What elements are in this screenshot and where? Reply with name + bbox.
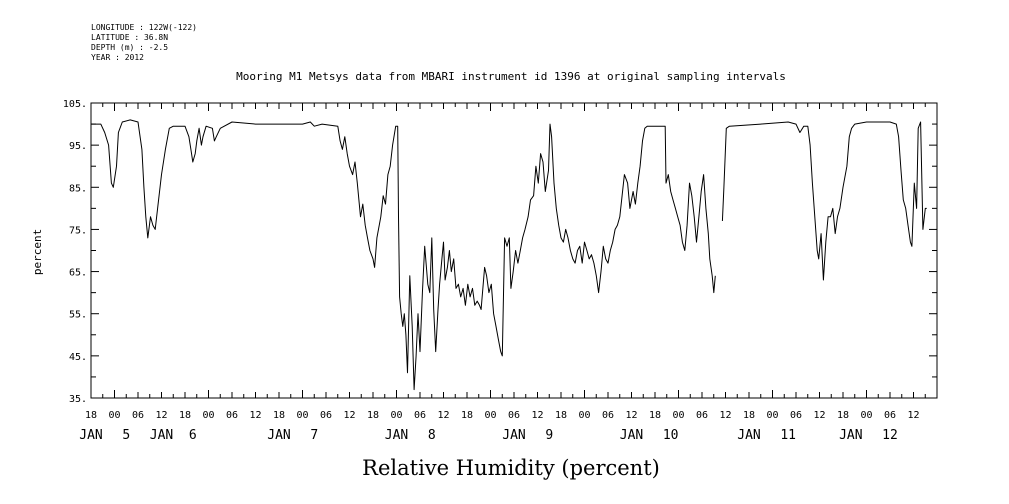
x-day-label: 6 [189, 428, 197, 443]
x-hour-label: 18 [649, 410, 661, 421]
meta-depth: DEPTH (m) : -2.5 [91, 43, 168, 52]
x-hour-label: 00 [766, 410, 778, 421]
y-tick-label: 65. [69, 268, 87, 279]
humidity-series-line [91, 119, 716, 391]
x-day-label: 12 [882, 428, 898, 443]
x-axis-label: Relative Humidity (percent) [362, 456, 660, 480]
x-hour-label: 00 [202, 410, 214, 421]
x-hour-label: 18 [555, 410, 567, 421]
humidity-series-line [721, 121, 927, 281]
x-day-label: 5 [122, 428, 130, 443]
x-hour-label: 00 [296, 410, 308, 421]
x-hour-label: 12 [249, 410, 261, 421]
x-day-label: JAN [150, 428, 173, 443]
x-hour-label: 00 [578, 410, 590, 421]
x-hour-label: 00 [860, 410, 872, 421]
x-day-label: 10 [663, 428, 679, 443]
x-hour-label: 00 [390, 410, 402, 421]
x-day-label: JAN [839, 428, 862, 443]
header-metadata: LONGITUDE : 122W(-122) LATITUDE : 36.8N … [91, 23, 197, 62]
x-hour-label: 12 [625, 410, 637, 421]
x-hour-label: 12 [907, 410, 919, 421]
x-hour-label: 18 [179, 410, 191, 421]
x-day-label: 9 [545, 428, 553, 443]
meta-year: YEAR : 2012 [91, 53, 144, 62]
x-day-label: JAN [737, 428, 760, 443]
x-hour-label: 06 [602, 410, 614, 421]
meta-longitude: LONGITUDE : 122W(-122) [91, 23, 197, 32]
x-hour-label: 00 [672, 410, 684, 421]
y-tick-label: 55. [69, 310, 87, 321]
y-tick-label: 85. [69, 183, 87, 194]
y-axis-label: percent [31, 229, 44, 275]
x-hour-label: 18 [837, 410, 849, 421]
y-tick-label: 75. [69, 225, 87, 236]
x-day-label: JAN [620, 428, 643, 443]
x-day-label: 8 [428, 428, 436, 443]
x-hour-label: 18 [273, 410, 285, 421]
x-day-label: JAN [79, 428, 102, 443]
x-hour-label: 06 [320, 410, 332, 421]
x-hour-label: 06 [414, 410, 426, 421]
plot-area: 35. 45. 55. 65. 75. 85. 95. 105. 18 00 06 12 18 00 06 1… [63, 99, 938, 443]
x-hour-label: 18 [743, 410, 755, 421]
x-day-label: 11 [780, 428, 796, 443]
y-tick-label: 45. [69, 352, 87, 363]
x-day-label: JAN [502, 428, 525, 443]
x-hour-label: 06 [790, 410, 802, 421]
x-day-label: 7 [310, 428, 318, 443]
x-hour-label: 06 [132, 410, 144, 421]
x-hour-label: 00 [484, 410, 496, 421]
x-day-label: JAN [267, 428, 290, 443]
x-hour-label: 18 [85, 410, 97, 421]
x-hour-label: 12 [343, 410, 355, 421]
x-hour-label: 06 [226, 410, 238, 421]
x-day-label: JAN [385, 428, 408, 443]
y-tick-label: 95. [69, 141, 87, 152]
y-tick-label: 105. [63, 99, 87, 110]
x-hour-label: 00 [108, 410, 120, 421]
x-hour-label: 12 [531, 410, 543, 421]
x-hour-label: 12 [155, 410, 167, 421]
x-hour-label: 12 [719, 410, 731, 421]
meta-latitude: LATITUDE : 36.8N [91, 33, 168, 42]
x-hour-label: 12 [437, 410, 449, 421]
chart-title: Mooring M1 Metsys data from MBARI instru… [236, 70, 786, 83]
x-hour-label: 18 [367, 410, 379, 421]
x-hour-label: 18 [461, 410, 473, 421]
x-hour-label: 06 [508, 410, 520, 421]
x-hour-label: 06 [696, 410, 708, 421]
x-hour-label: 06 [884, 410, 896, 421]
y-tick-label: 35. [69, 394, 87, 405]
x-hour-label: 12 [813, 410, 825, 421]
